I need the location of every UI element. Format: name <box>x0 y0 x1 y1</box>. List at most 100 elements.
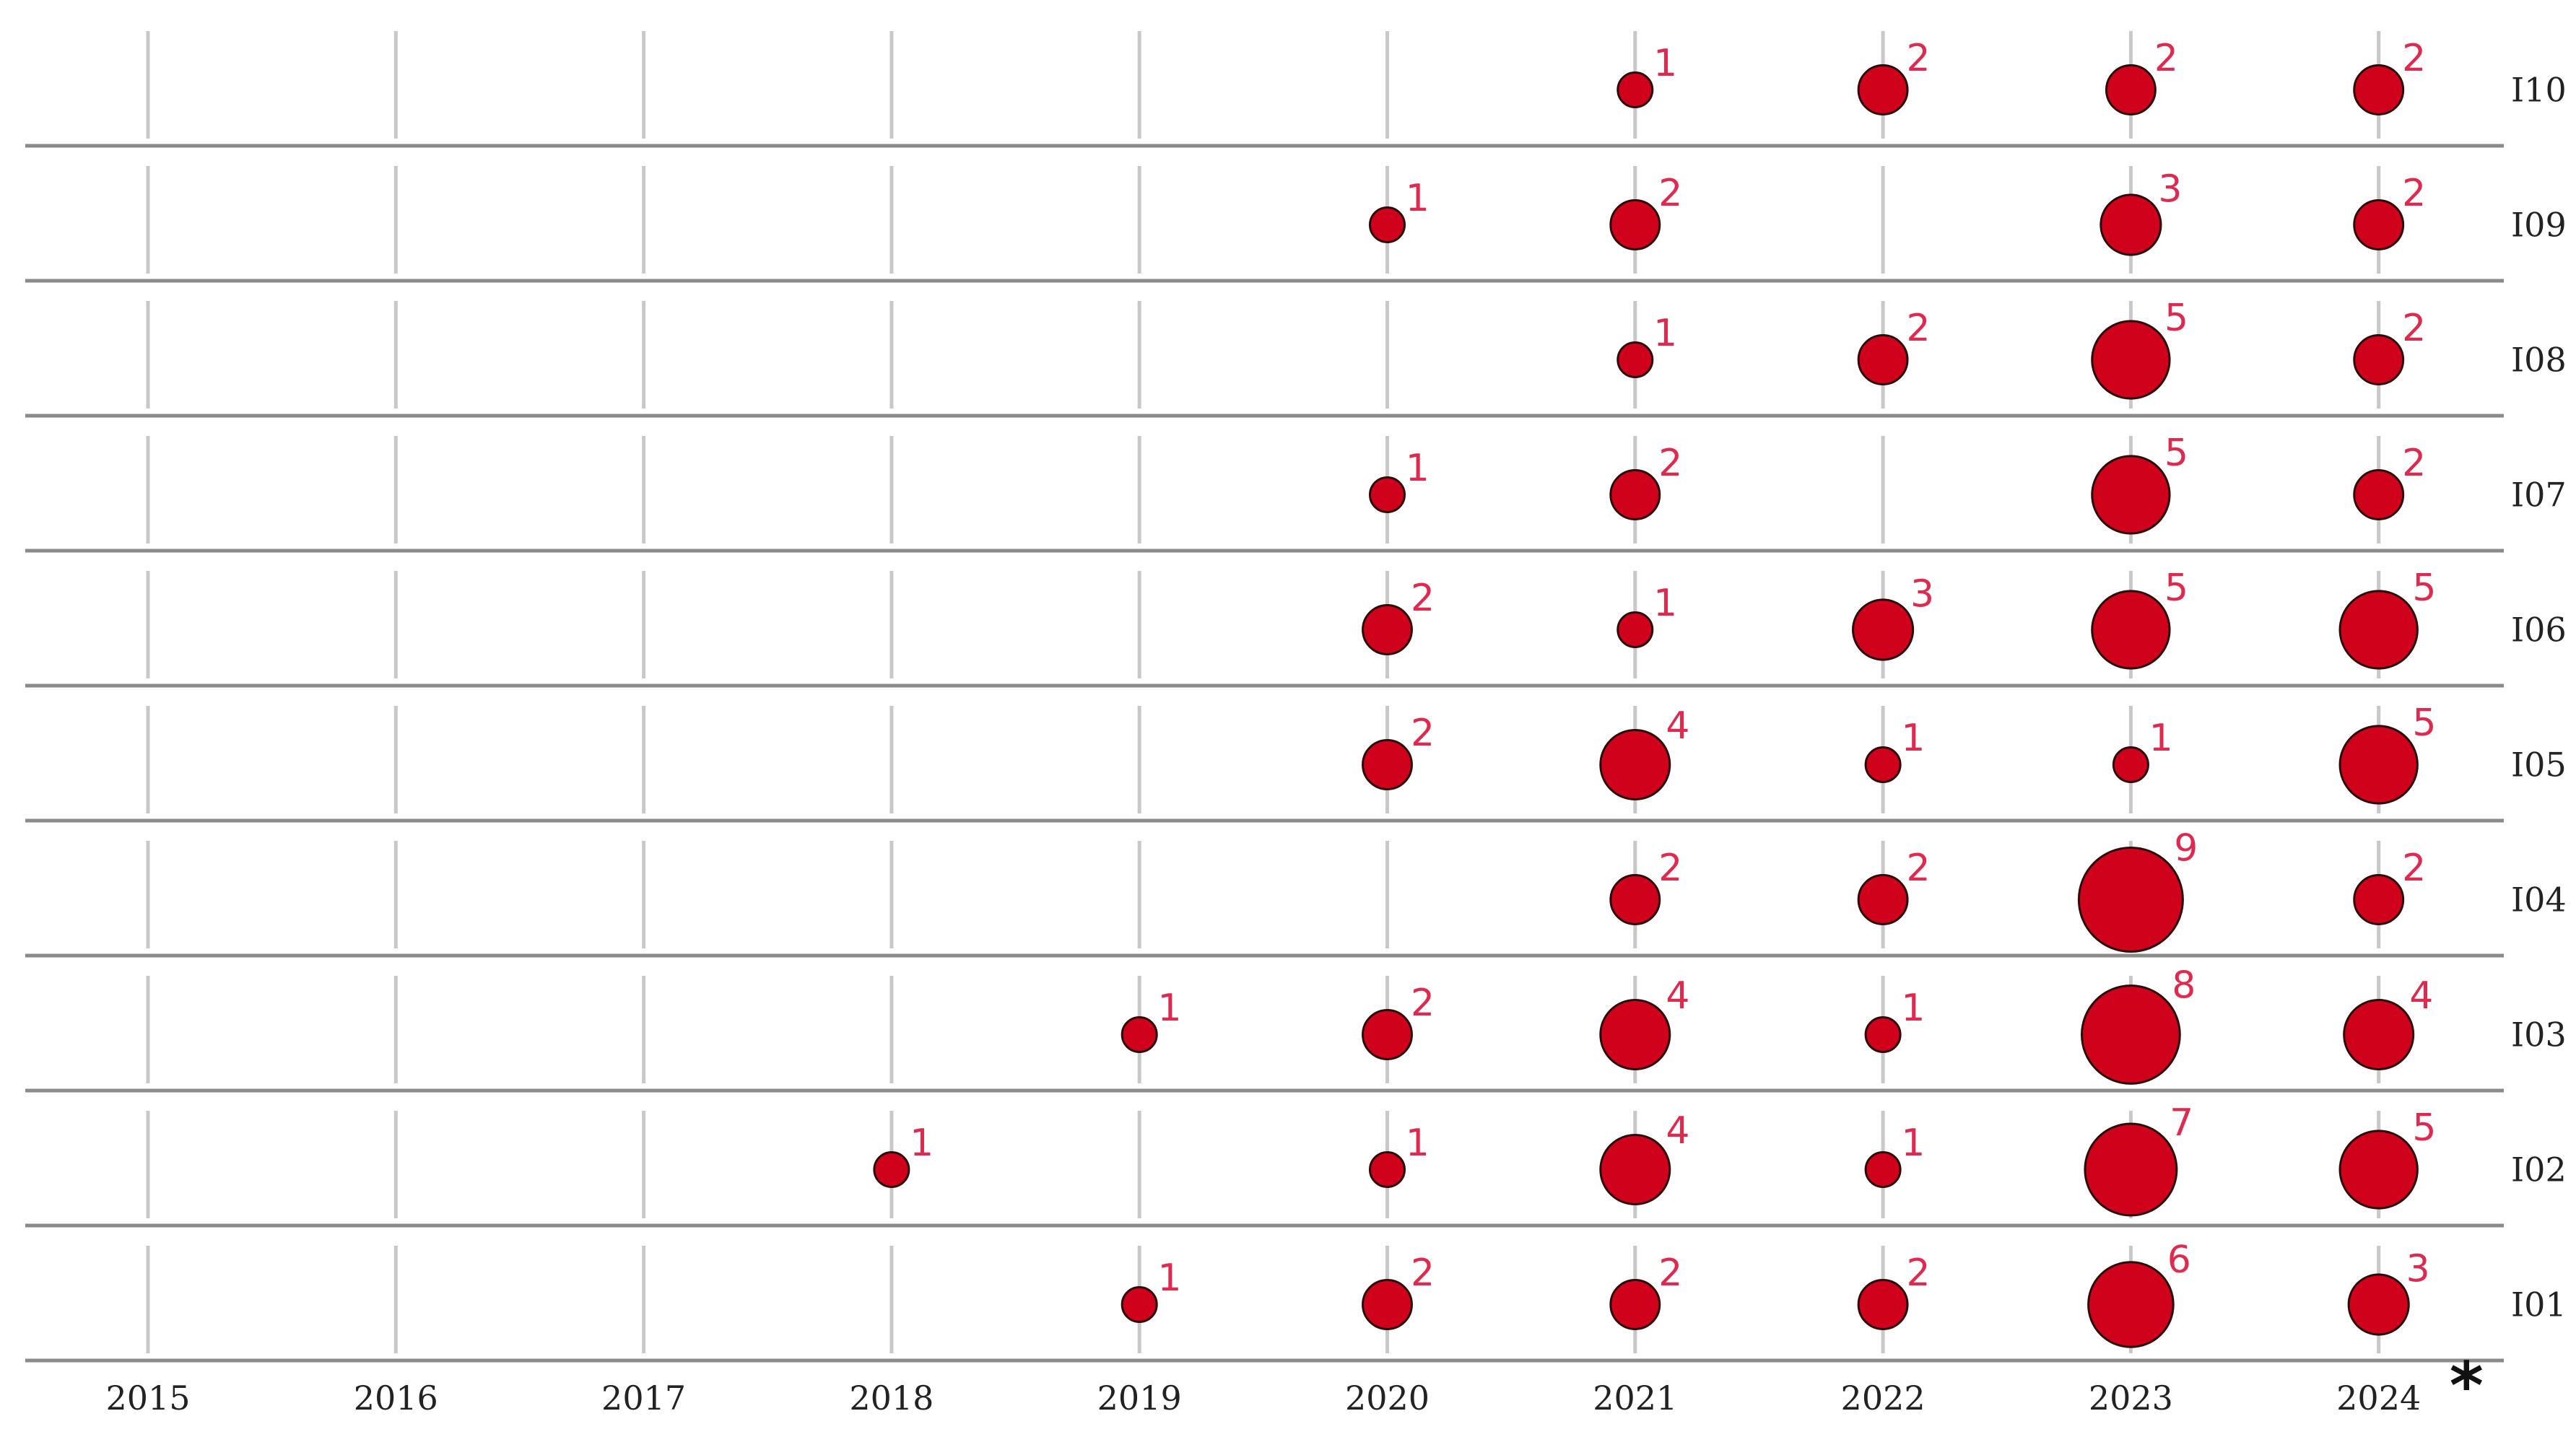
data-label: 4 <box>1666 704 1689 748</box>
data-label: 2 <box>2402 307 2426 350</box>
bubble-point <box>1864 746 1902 783</box>
x-tick-label: 2024 <box>2336 1379 2421 1418</box>
data-label: 2 <box>2402 847 2426 890</box>
bubble-point <box>2081 984 2181 1085</box>
bubble-point <box>873 1151 910 1188</box>
row-label: I02 <box>2511 1150 2567 1189</box>
bubble-point <box>1609 199 1661 250</box>
bubble-point <box>1609 469 1661 520</box>
bubble-point <box>1616 611 1654 648</box>
row-label: I05 <box>2511 746 2567 785</box>
bubble-point <box>2343 999 2415 1070</box>
bubble-point <box>2353 199 2405 250</box>
row-label: I06 <box>2511 611 2567 650</box>
x-tick-label: 2018 <box>849 1379 934 1418</box>
bubble-point <box>1857 334 1909 385</box>
data-label: 2 <box>2402 442 2426 485</box>
data-label: 1 <box>1653 582 1677 625</box>
bubble-point <box>1609 1279 1661 1330</box>
data-label: 2 <box>1907 1252 1931 1295</box>
bubble-point <box>1121 1286 1158 1323</box>
bubble-point <box>2084 1122 2178 1217</box>
data-label: 1 <box>1157 1257 1181 1300</box>
bubble-point <box>2099 193 2162 256</box>
data-label: 1 <box>1406 1122 1430 1165</box>
data-label: 5 <box>2412 567 2436 610</box>
data-label: 2 <box>1411 577 1435 620</box>
data-label: 1 <box>1157 987 1181 1030</box>
data-label: 1 <box>1406 447 1430 490</box>
bubble-point <box>1864 1151 1902 1188</box>
data-label: 3 <box>2406 1248 2430 1291</box>
data-label: 2 <box>1907 307 1931 350</box>
data-label: 2 <box>1907 37 1931 80</box>
asterisk-annotation: * <box>2450 1348 2484 1424</box>
data-label: 5 <box>2412 702 2436 745</box>
bubble-point <box>2091 455 2171 535</box>
data-label: 3 <box>2158 168 2182 211</box>
data-label: 2 <box>1658 442 1682 485</box>
data-label: 3 <box>1910 573 1934 616</box>
data-label: 1 <box>1901 1122 1925 1165</box>
bubble-point <box>2338 725 2419 805</box>
bubble-point <box>2091 320 2171 400</box>
data-label: 2 <box>1907 847 1931 890</box>
row-label: I08 <box>2511 341 2567 380</box>
bubble-point <box>1362 604 1413 655</box>
data-label: 2 <box>2402 172 2426 215</box>
bubble-point <box>2347 1273 2410 1336</box>
x-tick-label: 2020 <box>1345 1379 1430 1418</box>
bubble-point <box>1369 476 1406 513</box>
bubble-point <box>2353 64 2405 115</box>
bubble-point <box>1609 874 1661 925</box>
bubble-point <box>2091 590 2171 670</box>
x-tick-label: 2015 <box>105 1379 190 1418</box>
bubble-point <box>1121 1016 1158 1053</box>
data-label: 4 <box>1666 1109 1689 1153</box>
data-label: 2 <box>1411 712 1435 755</box>
data-label: 1 <box>2149 717 2173 760</box>
bubble-point <box>1599 729 1671 800</box>
bubble-point <box>2353 469 2405 520</box>
bubble-point <box>2353 874 2405 925</box>
bubble-point <box>2105 64 2157 115</box>
row-label: I10 <box>2511 71 2567 110</box>
data-label: 4 <box>2409 974 2433 1018</box>
x-tick-label: 2022 <box>1841 1379 1926 1418</box>
bubble-point <box>1369 1151 1406 1188</box>
data-label: 5 <box>2164 567 2188 610</box>
row-label: I03 <box>2511 1015 2567 1054</box>
data-label: 5 <box>2164 432 2188 475</box>
bubble-point <box>1599 999 1671 1070</box>
bubble-point <box>1857 874 1909 925</box>
bubble-point <box>1362 1009 1413 1060</box>
data-label: 5 <box>2164 297 2188 340</box>
x-tick-label: 2017 <box>601 1379 686 1418</box>
x-tick-label: 2016 <box>354 1379 438 1418</box>
bubble-point <box>1864 1016 1902 1053</box>
bubble-point <box>1362 739 1413 790</box>
data-label: 2 <box>1658 1252 1682 1295</box>
data-label: 7 <box>2170 1101 2193 1145</box>
data-label: 2 <box>2154 37 2178 80</box>
bubble-point <box>1857 64 1909 115</box>
data-label: 1 <box>1901 717 1925 760</box>
bubble-point <box>2353 334 2405 385</box>
bubble-point <box>1369 206 1406 243</box>
data-label: 2 <box>1658 172 1682 215</box>
x-tick-label: 2021 <box>1593 1379 1677 1418</box>
x-tick-label: 2019 <box>1097 1379 1182 1418</box>
bubble-point <box>2077 847 2184 953</box>
row-label: I07 <box>2511 476 2567 515</box>
row-label: I09 <box>2511 206 2567 245</box>
bubble-point <box>1616 341 1654 378</box>
data-label: 2 <box>1658 847 1682 890</box>
data-label: 9 <box>2174 827 2198 870</box>
x-tick-label: 2023 <box>2089 1379 2173 1418</box>
bubble-point <box>2112 746 2149 783</box>
data-label: 1 <box>1406 177 1430 220</box>
data-label: 4 <box>1666 974 1689 1018</box>
bubble-point <box>1852 598 1915 661</box>
